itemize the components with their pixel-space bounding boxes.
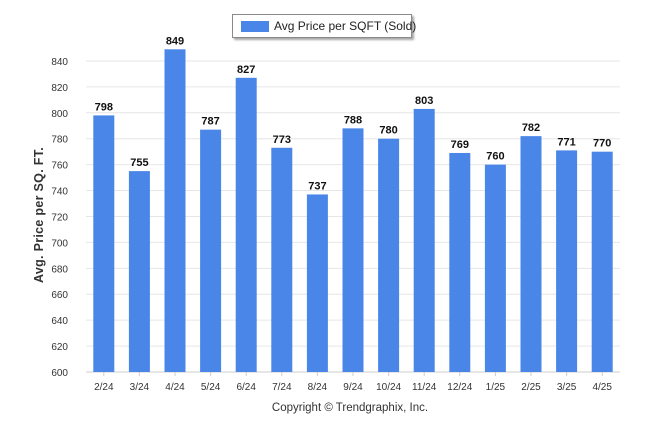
data-label: 787	[201, 116, 219, 128]
y-tick-label: 840	[51, 57, 68, 68]
x-tick-label: 6/24	[236, 382, 256, 393]
y-axis-label: Avg. Price per SQ. FT.	[32, 146, 46, 284]
x-tick-label: 8/24	[308, 382, 328, 393]
y-axis-ticks: 600 620 640 660 680 700 720 740 760 780 800 820 840	[51, 57, 68, 379]
legend[interactable]: Avg Price per SQFT (Sold)	[232, 14, 416, 38]
x-tick-label: 1/25	[486, 382, 506, 393]
bar	[235, 77, 257, 373]
data-label: 769	[451, 139, 469, 151]
bar	[128, 171, 150, 372]
y-tick-label: 760	[51, 161, 68, 172]
bar	[164, 49, 186, 373]
data-label: 773	[273, 134, 291, 146]
data-label: 760	[486, 151, 504, 163]
x-tick-label: 4/25	[592, 382, 612, 393]
bar	[520, 136, 542, 372]
legend-swatch	[241, 21, 269, 32]
x-tick-label: 5/24	[201, 382, 221, 393]
y-tick-label: 620	[51, 342, 68, 353]
bar	[271, 147, 293, 372]
x-tick-label: 10/24	[376, 382, 401, 393]
x-tick-label: 3/25	[557, 382, 577, 393]
bar	[93, 115, 115, 372]
data-label: 771	[557, 136, 575, 148]
data-label: 737	[308, 180, 326, 192]
bars	[93, 49, 613, 373]
data-label: 798	[95, 101, 113, 113]
bar	[449, 152, 471, 372]
x-tick-label: 9/24	[343, 382, 363, 393]
y-tick-label: 700	[51, 238, 68, 249]
legend-label: Avg Price per SQFT (Sold)	[274, 19, 417, 33]
bar	[306, 194, 328, 372]
y-tick-label: 600	[51, 368, 68, 379]
bar	[484, 164, 506, 372]
bar	[556, 150, 578, 372]
data-label: 827	[237, 64, 255, 76]
data-label: 849	[166, 35, 184, 47]
x-tick-label: 12/24	[447, 382, 472, 393]
x-axis-ticks: 2/24 3/24 4/24 5/24 6/24 7/24 8/24 9/24 10/24 11/…	[94, 372, 612, 393]
y-tick-label: 680	[51, 264, 68, 275]
bar	[591, 151, 613, 372]
x-tick-label: 7/24	[272, 382, 292, 393]
data-label: 770	[593, 138, 611, 150]
y-tick-label: 720	[51, 212, 68, 223]
x-tick-label: 4/24	[165, 382, 185, 393]
x-tick-label: 2/25	[521, 382, 541, 393]
y-tick-label: 740	[51, 187, 68, 198]
data-labels: 798 755 849 787 827 773 737 788 780 803 769 760 782 7…	[95, 35, 612, 192]
x-tick-label: 3/24	[130, 382, 150, 393]
data-label: 780	[379, 125, 397, 137]
x-tick-label: 2/24	[94, 382, 114, 393]
x-tick-label: 11/24	[412, 382, 437, 393]
data-label: 788	[344, 114, 362, 126]
y-tick-label: 660	[51, 290, 68, 301]
y-tick-label: 800	[51, 109, 68, 120]
y-tick-label: 780	[51, 135, 68, 146]
data-label: 803	[415, 95, 433, 107]
bar	[413, 108, 435, 373]
y-tick-label: 640	[51, 316, 68, 327]
data-label: 755	[130, 157, 148, 169]
bar	[200, 129, 222, 372]
data-label: 782	[522, 122, 540, 134]
bar	[342, 128, 364, 372]
copyright-text: Copyright © Trendgraphix, Inc.	[271, 402, 429, 414]
y-tick-label: 820	[51, 83, 68, 94]
bar	[378, 138, 400, 372]
